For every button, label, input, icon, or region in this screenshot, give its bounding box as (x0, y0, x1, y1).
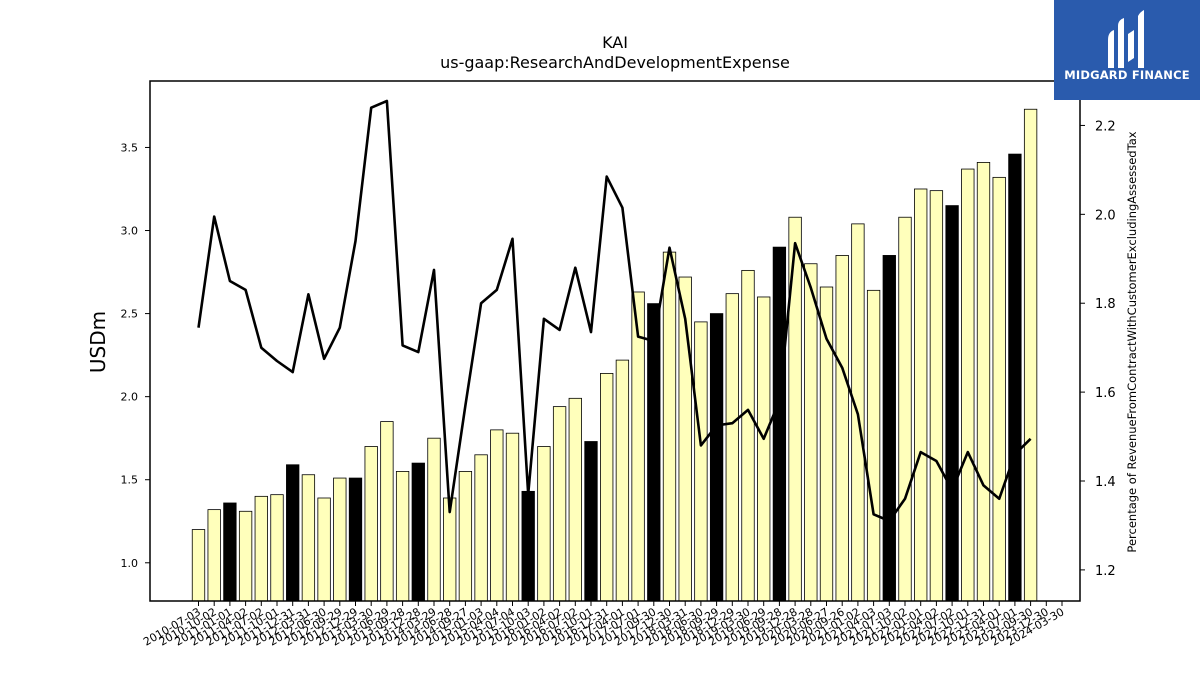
bar (882, 255, 896, 602)
y2-tick-label: 2.0 (1095, 208, 1116, 223)
bar (521, 490, 535, 602)
y2-tick-label: 1.6 (1095, 386, 1116, 401)
bar (411, 462, 425, 602)
bar (945, 205, 959, 602)
y-tick-label: 3.5 (121, 141, 139, 154)
bar (552, 406, 567, 602)
bar (804, 263, 818, 602)
bar (709, 313, 724, 602)
bar (757, 296, 771, 602)
y-tick-label: 1.0 (121, 557, 139, 570)
y2-tick-label: 1.4 (1095, 475, 1116, 490)
bar (505, 432, 520, 602)
bar (207, 509, 221, 602)
midgard-logo-icon (1108, 10, 1144, 68)
bar (914, 188, 928, 602)
bar (772, 246, 787, 602)
bar (584, 441, 598, 602)
bar (835, 255, 849, 602)
y2-tick-label: 2.2 (1095, 119, 1116, 134)
bar (1023, 108, 1038, 602)
bar (725, 293, 739, 602)
bar (364, 446, 378, 602)
bar (490, 429, 504, 602)
bar (819, 286, 834, 602)
bar (301, 474, 316, 602)
chart-title: KAI (602, 33, 628, 52)
bar (380, 421, 394, 602)
y2-tick-label: 1.8 (1095, 297, 1116, 312)
y-tick-label: 1.5 (121, 474, 139, 487)
bar (537, 446, 551, 602)
plot-frame (149, 80, 1081, 602)
y-axis-ticks: 1.0 1.5 2.0 2.5 3.0 3.5 (121, 141, 150, 570)
y2-axis-label: Percentage of RevenueFromContractWithCus… (1125, 131, 1139, 552)
y-tick-label: 2.0 (121, 391, 139, 404)
line-series (197, 99, 1032, 523)
bar (474, 454, 488, 602)
bar (647, 303, 661, 602)
bar (191, 529, 206, 602)
bar (254, 495, 268, 602)
bar (898, 216, 912, 602)
bar (741, 269, 755, 602)
x-axis-ticks: 2010-07-032010-10-022011-01-012011-04-02… (141, 601, 1067, 649)
y-tick-label: 3.0 (121, 225, 139, 238)
line-group (197, 99, 1032, 523)
chart-subtitle: us-gaap:ResearchAndDevelopmentExpense (440, 53, 790, 72)
bar (270, 494, 284, 602)
bar (615, 359, 630, 602)
midgard-logo: MIDGARD FINANCE (1054, 0, 1200, 100)
bar (458, 471, 473, 602)
bar (286, 464, 300, 602)
bar (976, 162, 991, 602)
bar (992, 176, 1006, 602)
bar (333, 477, 347, 602)
bar (395, 471, 410, 602)
bar (238, 510, 253, 602)
bar (662, 251, 677, 602)
y-axis-label: USDm (86, 311, 110, 373)
logo-text: MIDGARD FINANCE (1064, 68, 1190, 82)
bar (929, 190, 944, 602)
y2-tick-label: 1.2 (1095, 564, 1116, 579)
bar (317, 497, 331, 602)
bar (961, 168, 975, 602)
bar (443, 497, 457, 602)
bar (600, 372, 614, 602)
bars-group (191, 108, 1038, 602)
bar (866, 289, 881, 602)
bar (348, 477, 363, 602)
bar (223, 502, 237, 602)
bar (427, 437, 441, 602)
bar (1008, 153, 1022, 602)
bar (568, 397, 582, 602)
y-tick-label: 2.5 (121, 308, 139, 321)
y2-axis-ticks: 1.2 1.4 1.6 1.8 2.0 2.2 (1080, 119, 1116, 579)
bar (694, 321, 708, 602)
